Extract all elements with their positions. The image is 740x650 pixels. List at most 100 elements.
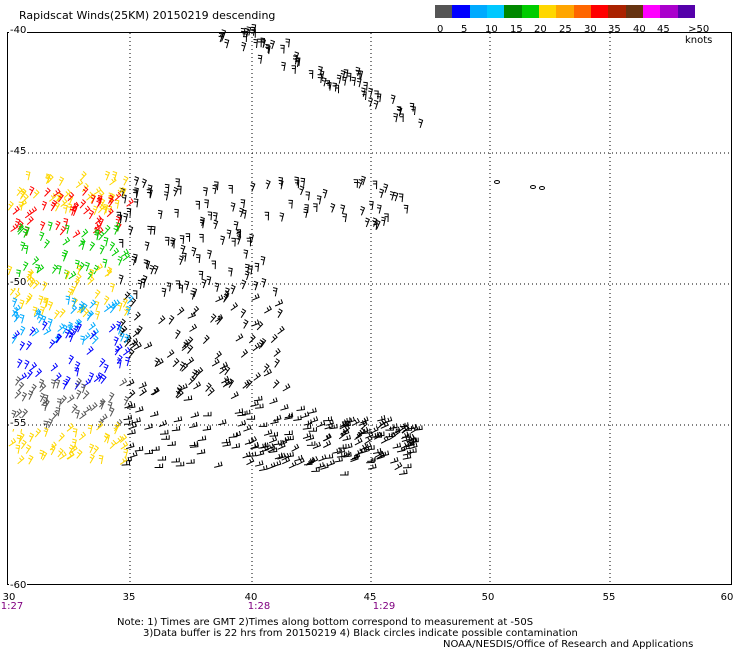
wind-barb [288, 199, 293, 209]
wind-barb [320, 463, 329, 470]
wind-barb [401, 435, 411, 442]
wind-barb [119, 433, 128, 443]
wind-barb [87, 275, 95, 285]
wind-barb [272, 379, 280, 389]
wind-barb [294, 176, 299, 186]
legend-label: 45 [657, 24, 670, 35]
wind-barb [249, 233, 254, 244]
wind-barb [33, 308, 42, 318]
wind-barb [334, 456, 343, 463]
wind-barb [244, 263, 250, 273]
wind-barb [141, 178, 147, 189]
wind-barb [158, 209, 163, 219]
wind-barb [322, 188, 328, 199]
wind-barb [250, 182, 256, 192]
wind-barb [60, 395, 67, 405]
legend-swatch [660, 5, 679, 18]
wind-barb [309, 416, 319, 424]
wind-barb [7, 201, 14, 211]
wind-barb [24, 359, 30, 370]
wind-barb [123, 212, 129, 223]
wind-barb [86, 191, 94, 201]
wind-barb [75, 377, 82, 388]
wind-barb [123, 347, 131, 356]
wind-barb [313, 203, 318, 213]
wind-barb [58, 176, 65, 186]
wind-barb [89, 299, 97, 309]
wind-barb [246, 237, 252, 247]
wind-barb [55, 378, 61, 389]
wind-barb [354, 448, 363, 457]
wind-barb [48, 192, 57, 202]
wind-barb [82, 390, 90, 400]
wind-barb [112, 171, 118, 181]
wind-barb [346, 416, 356, 424]
wind-barb [43, 427, 49, 437]
wind-barb [55, 333, 62, 344]
legend-swatch [608, 5, 627, 18]
lon-label-60: 60 [720, 592, 734, 603]
wind-barb [126, 378, 135, 387]
wind-barb [102, 205, 108, 215]
wind-barb [338, 443, 347, 449]
wind-barb [28, 432, 35, 443]
wind-barb [373, 99, 379, 110]
lon-label-50: 50 [481, 592, 495, 603]
legend-swatch [573, 5, 592, 18]
wind-barb [100, 374, 107, 384]
wind-barb [230, 302, 239, 311]
wind-barb [154, 357, 160, 367]
wind-barb [284, 412, 294, 419]
wind-barb [222, 441, 231, 447]
wind-barb [226, 229, 232, 239]
wind-barb [60, 198, 68, 207]
wind-barb [96, 421, 104, 431]
wind-barb [210, 313, 217, 323]
wind-barb [47, 318, 53, 328]
wind-barb [116, 320, 122, 331]
wind-barb [195, 254, 201, 263]
wind-barb [251, 29, 256, 38]
legend-swatch [643, 5, 661, 18]
wind-barb [368, 463, 377, 470]
wind-barb [19, 199, 27, 208]
wind-barb [55, 407, 61, 417]
wind-barb [213, 212, 218, 222]
wind-barb [93, 264, 99, 275]
wind-barb [89, 241, 96, 251]
wind-barb [291, 65, 297, 74]
wind-barb [263, 368, 272, 377]
wind-barb [175, 388, 182, 398]
wind-barb [250, 26, 256, 36]
wind-barb [179, 361, 186, 371]
wind-barb [359, 205, 366, 216]
wind-barb [79, 410, 87, 420]
wind-barb [13, 313, 21, 323]
wind-barb [356, 77, 362, 88]
wind-barb [360, 426, 369, 435]
wind-barb [120, 441, 129, 450]
wind-barb [17, 455, 25, 465]
wind-barb [13, 304, 22, 314]
wind-barb [401, 444, 410, 451]
wind-barb [311, 467, 320, 472]
wind-barb [67, 288, 74, 298]
lon-label-55: 55 [602, 592, 616, 603]
lat-label-45: -45 [9, 146, 28, 157]
wind-barb [157, 455, 167, 461]
wind-barb [186, 356, 195, 366]
wind-barb [119, 378, 128, 387]
wind-barb [339, 419, 348, 428]
wind-barb [380, 435, 389, 444]
wind-barb [360, 420, 368, 430]
wind-barb [221, 375, 230, 384]
wind-barb [244, 27, 250, 38]
wind-barb [35, 368, 43, 378]
wind-barb [397, 106, 403, 117]
wind-barb [65, 295, 71, 305]
wind-barb [22, 228, 28, 238]
wind-barb [43, 326, 52, 336]
wind-barb [192, 287, 198, 298]
legend-label: 25 [559, 24, 572, 35]
wind-barb [318, 65, 323, 76]
